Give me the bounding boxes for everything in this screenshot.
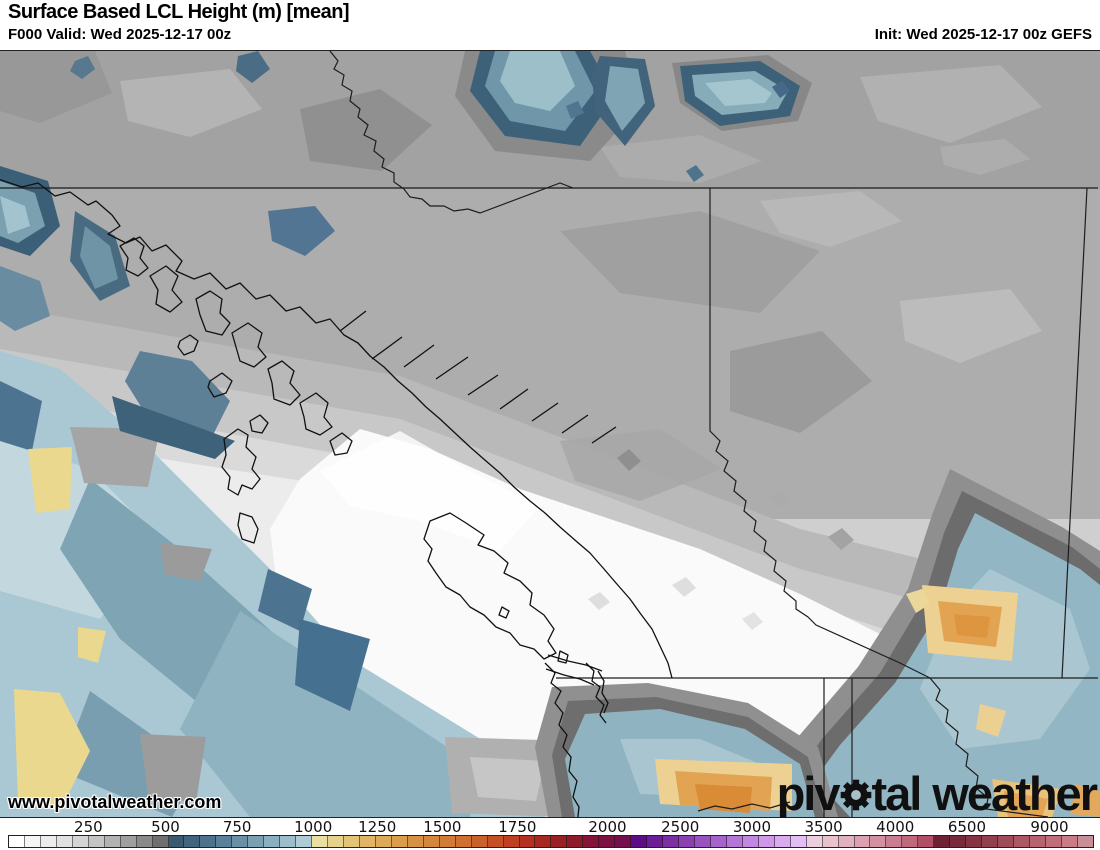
- colorbar-cell: [56, 836, 73, 847]
- colorbar-cell: [966, 836, 983, 847]
- colorbar-cell: [296, 836, 313, 847]
- colorbar-cell: [423, 836, 440, 847]
- colorbar-cell: [184, 836, 201, 847]
- colorbar-cell: [615, 836, 632, 847]
- colorbar-cell: [359, 836, 376, 847]
- colorbar-cell: [838, 836, 855, 847]
- colorbar-cell: [551, 836, 568, 847]
- header: Surface Based LCL Height (m) [mean] F000…: [0, 0, 1100, 50]
- weather-map: [0, 51, 1100, 817]
- colorbar-cell: [790, 836, 807, 847]
- colorbar-tick: 1000: [294, 818, 333, 836]
- valid-time-label: F000 Valid: Wed 2025-12-17 00z: [8, 26, 232, 43]
- colorbar-cell: [710, 836, 727, 847]
- colorbar-tick: 1750: [498, 818, 537, 836]
- colorbar-tick: 3000: [732, 818, 771, 836]
- colorbar-tick: 4000: [876, 818, 915, 836]
- colorbar-cell: [168, 836, 185, 847]
- colorbar-tick: 6500: [947, 818, 987, 836]
- colorbar-cell: [1030, 836, 1046, 847]
- colorbar-cell: [264, 836, 281, 847]
- pivotal-weather-logo: piv tal weather: [776, 767, 1098, 820]
- colorbar-cell: [232, 836, 249, 847]
- colorbar-cell: [934, 836, 951, 847]
- colorbar-cell: [471, 836, 488, 847]
- colorbar-cells: [8, 835, 1094, 848]
- colorbar-cell: [679, 836, 695, 847]
- colorbar-cell: [663, 836, 680, 847]
- colorbar-cell: [152, 836, 169, 847]
- colorbar-tick: 1500: [423, 818, 462, 836]
- logo-text-tal: tal: [871, 767, 923, 820]
- colorbar-tick: 3500: [804, 818, 843, 836]
- colorbar-cell: [982, 836, 999, 847]
- colorbar-cell: [998, 836, 1015, 847]
- colorbar-cell: [806, 836, 823, 847]
- colorbar-cell: [136, 836, 153, 847]
- colorbar-cell: [774, 836, 791, 847]
- colorbar-ticks: 250 500 750 1000 1250 1500 1750 2000 2500 3000 350…: [8, 818, 1094, 836]
- logo-text-piv: piv: [776, 767, 841, 820]
- colorbar-cell: [40, 836, 57, 847]
- colorbar-cell: [886, 836, 903, 847]
- watermark: www.pivotalweather.com: [8, 792, 222, 812]
- map-area: www.pivotalweather.com piv tal weather: [0, 50, 1100, 818]
- colorbar-cell: [407, 836, 424, 847]
- gear-icon: [840, 779, 871, 811]
- colorbar-tick: 750: [222, 818, 252, 836]
- colorbar-cell: [567, 836, 584, 847]
- colorbar-cell: [694, 836, 711, 847]
- colorbar-cell: [88, 836, 105, 847]
- colorbar-cell: [918, 836, 935, 847]
- colorbar-cell: [599, 836, 616, 847]
- colorbar-cell: [822, 836, 839, 847]
- colorbar-cell: [535, 836, 552, 847]
- colorbar-cell: [631, 836, 648, 847]
- colorbar-cell: [72, 836, 89, 847]
- colorbar-cell: [439, 836, 456, 847]
- colorbar-cell: [870, 836, 887, 847]
- colorbar-tick: 250: [74, 818, 103, 836]
- colorbar-cell: [344, 836, 360, 847]
- colorbar-cell: [758, 836, 775, 847]
- colorbar-cell: [104, 836, 121, 847]
- colorbar-cell: [24, 836, 41, 847]
- logo-text-weather: weather: [932, 767, 1098, 820]
- colorbar-cell: [1061, 836, 1078, 847]
- colorbar-cell: [487, 836, 504, 847]
- colorbar-cell: [1077, 836, 1093, 847]
- colorbar-tick: 2000: [588, 818, 627, 836]
- colorbar-tick: 2500: [661, 818, 700, 836]
- colorbar: 250 500 750 1000 1250 1500 1750 2000 2500 3000 350…: [0, 818, 1100, 850]
- colorbar-cell: [1014, 836, 1030, 847]
- page-title: Surface Based LCL Height (m) [mean]: [8, 1, 350, 23]
- colorbar-cell: [312, 836, 329, 847]
- colorbar-tick: 500: [151, 818, 180, 836]
- colorbar-cell: [248, 836, 265, 847]
- colorbar-cell: [647, 836, 664, 847]
- colorbar-cell: [391, 836, 408, 847]
- init-time-label: Init: Wed 2025-12-17 00z GEFS: [874, 26, 1092, 43]
- colorbar-cell: [280, 836, 297, 847]
- colorbar-cell: [583, 836, 600, 847]
- colorbar-cell: [328, 836, 345, 847]
- colorbar-cell: [902, 836, 919, 847]
- colorbar-cell: [519, 836, 536, 847]
- colorbar-tick: 1250: [358, 818, 397, 836]
- colorbar-cell: [950, 836, 967, 847]
- colorbar-cell: [455, 836, 472, 847]
- colorbar-tick: 9000: [1030, 818, 1069, 836]
- colorbar-cell: [216, 836, 233, 847]
- colorbar-cell: [503, 836, 520, 847]
- colorbar-cell: [726, 836, 743, 847]
- colorbar-cell: [200, 836, 217, 847]
- colorbar-cell: [1045, 836, 1062, 847]
- colorbar-cell: [120, 836, 137, 847]
- colorbar-cell: [9, 836, 25, 847]
- colorbar-cell: [742, 836, 759, 847]
- colorbar-cell: [854, 836, 871, 847]
- colorbar-cell: [375, 836, 392, 847]
